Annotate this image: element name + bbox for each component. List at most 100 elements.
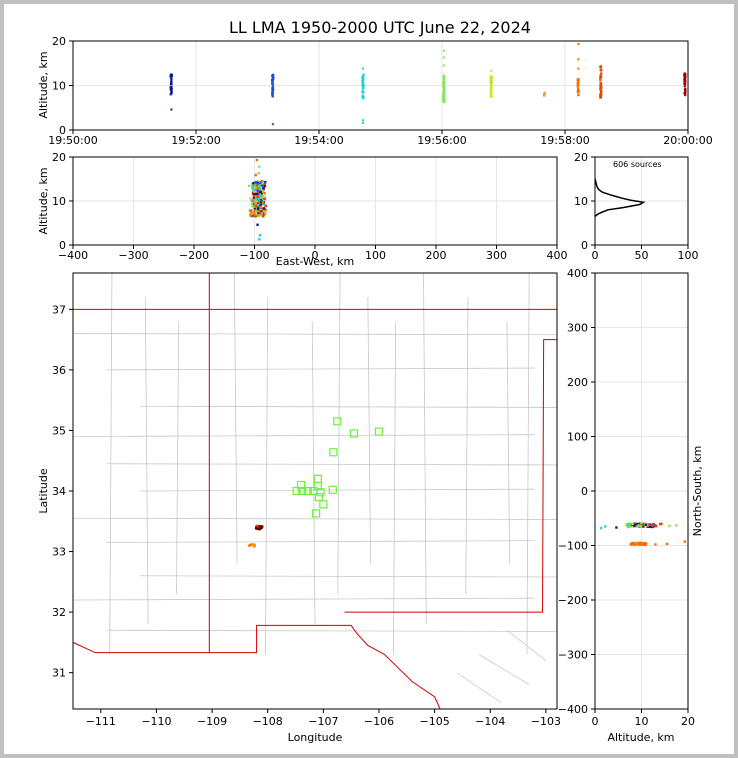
source-point bbox=[252, 210, 256, 213]
time-tick-label: 19:56:00 bbox=[417, 134, 466, 147]
source-point bbox=[256, 187, 260, 190]
source-point bbox=[252, 193, 255, 196]
source-point bbox=[258, 193, 262, 196]
source-point bbox=[256, 185, 260, 188]
time-altitude-ylabel: Altitude, km bbox=[37, 51, 50, 118]
source-point bbox=[362, 91, 365, 94]
county-line bbox=[393, 321, 397, 655]
lma-station-marker bbox=[316, 488, 325, 497]
source-point bbox=[600, 72, 603, 75]
source-point bbox=[646, 524, 649, 527]
source-point bbox=[254, 202, 257, 205]
plan-view-xlabel: Longitude bbox=[288, 731, 343, 744]
source-point bbox=[260, 200, 263, 203]
alt-tick-label: 20 bbox=[681, 715, 695, 728]
lma-station-marker bbox=[314, 492, 323, 502]
source-point bbox=[362, 67, 365, 70]
source-point bbox=[361, 78, 364, 81]
ns-tick-label: −200 bbox=[558, 594, 588, 607]
time-tick-label: 20:00:00 bbox=[663, 134, 712, 147]
source-point bbox=[490, 93, 493, 97]
source-point bbox=[362, 96, 365, 99]
altitude-ns-xlabel: Altitude, km bbox=[607, 731, 674, 744]
source-point bbox=[260, 212, 263, 215]
source-point bbox=[259, 204, 262, 207]
ew-tick-label: −100 bbox=[239, 249, 269, 262]
ns-tick-label: 300 bbox=[567, 322, 588, 335]
source-point bbox=[659, 522, 662, 526]
source-point bbox=[170, 74, 173, 77]
ns-tick-label: 200 bbox=[567, 376, 588, 389]
source-point bbox=[257, 198, 260, 201]
county-line bbox=[311, 321, 316, 625]
source-point bbox=[256, 202, 259, 205]
source-point bbox=[256, 195, 259, 199]
source-point bbox=[253, 207, 256, 211]
ew-altitude-panel: −400 −300 −200 −100 0 100 200 300 400 0 10 20 East-… bbox=[37, 151, 568, 268]
source-point bbox=[259, 194, 262, 198]
source-point bbox=[263, 197, 266, 201]
source-point bbox=[599, 82, 602, 85]
source-point bbox=[256, 213, 260, 217]
source-point bbox=[646, 525, 649, 529]
alt-tick-label: 0 bbox=[592, 715, 599, 728]
source-point bbox=[362, 85, 365, 88]
source-point bbox=[577, 88, 580, 91]
source-point bbox=[255, 205, 258, 208]
source-point bbox=[170, 80, 173, 84]
source-point bbox=[644, 543, 647, 546]
source-point bbox=[647, 523, 651, 526]
source-point bbox=[251, 212, 254, 215]
hist-tick-label: 0 bbox=[592, 249, 599, 262]
source-point bbox=[442, 95, 445, 98]
source-point bbox=[543, 91, 546, 94]
lon-tick-label: −105 bbox=[419, 715, 449, 728]
source-point bbox=[253, 192, 257, 196]
source-point bbox=[271, 91, 274, 95]
histogram-ticks: 0 50 100 0 10 20 bbox=[574, 151, 699, 262]
lma-station-marker bbox=[319, 500, 328, 509]
ew-tick-label: 0 bbox=[312, 249, 319, 262]
source-point bbox=[271, 79, 274, 82]
source-point bbox=[254, 215, 257, 218]
source-point bbox=[362, 73, 365, 76]
source-point bbox=[256, 223, 259, 226]
hist-tick-label: 100 bbox=[678, 249, 699, 262]
time-altitude-sources bbox=[169, 43, 687, 126]
lon-tick-label: −107 bbox=[308, 715, 338, 728]
source-point bbox=[255, 158, 259, 162]
ew-alt-tick-label: 0 bbox=[59, 239, 66, 252]
source-point bbox=[259, 185, 262, 189]
county-line bbox=[144, 297, 149, 625]
altitude-ns-panel: 0 10 20 −400 −300 −200 −100 0 100 200 300 400 Altit… bbox=[558, 267, 704, 744]
source-point bbox=[600, 89, 603, 93]
source-point bbox=[577, 43, 580, 46]
county-line bbox=[506, 321, 511, 564]
source-point bbox=[599, 66, 603, 69]
state-line bbox=[73, 624, 441, 709]
ew-tick-label: −400 bbox=[58, 249, 88, 262]
lon-tick-label: −111 bbox=[86, 715, 116, 728]
source-point bbox=[442, 97, 445, 100]
source-point bbox=[252, 198, 255, 201]
source-point bbox=[263, 196, 267, 199]
source-point bbox=[490, 86, 493, 89]
source-point bbox=[170, 78, 173, 81]
source-point bbox=[261, 209, 265, 213]
county-line bbox=[456, 672, 502, 704]
source-point bbox=[635, 522, 639, 526]
ns-tick-label: −100 bbox=[558, 540, 588, 553]
source-point bbox=[642, 543, 646, 547]
hist-tick-label: 50 bbox=[635, 249, 649, 262]
source-point bbox=[442, 93, 445, 96]
source-point bbox=[252, 196, 256, 200]
source-point bbox=[489, 87, 492, 90]
lat-tick-label: 31 bbox=[52, 667, 66, 680]
source-point bbox=[253, 206, 257, 209]
source-point bbox=[641, 525, 645, 528]
source-point bbox=[683, 88, 687, 92]
ew-tick-label: −300 bbox=[118, 249, 148, 262]
ns-tick-label: −300 bbox=[558, 649, 588, 662]
source-point bbox=[264, 213, 267, 216]
source-point bbox=[684, 93, 687, 97]
